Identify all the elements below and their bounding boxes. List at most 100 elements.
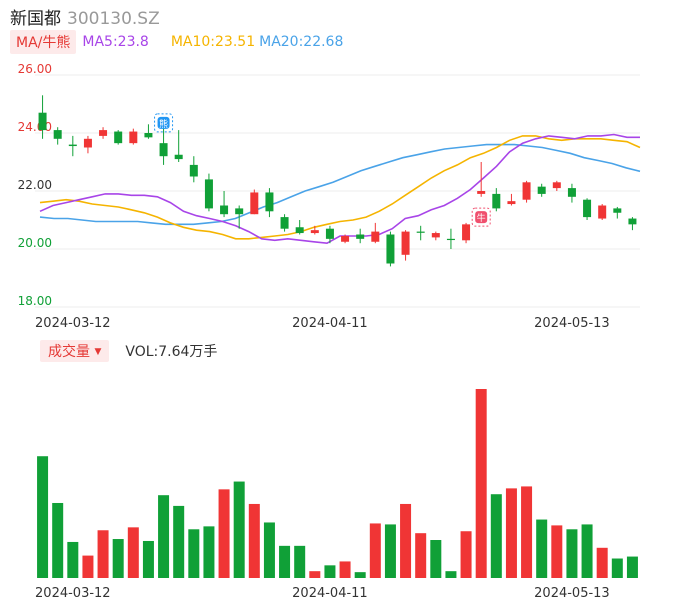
- ma-toggle-button[interactable]: MA/牛熊: [10, 30, 77, 54]
- marker-label: 熊: [159, 118, 168, 130]
- candle-body: [462, 224, 471, 241]
- candle-body: [83, 138, 92, 148]
- moving-average-lines: [39, 133, 641, 245]
- marker-frame: [471, 207, 491, 227]
- volume-bar: [400, 503, 412, 578]
- stock-header: 新国都 300130.SZ: [10, 4, 160, 29]
- volume-bar: [142, 540, 154, 578]
- candlesticks: [38, 95, 637, 267]
- volume-bar: [581, 524, 593, 578]
- volume-bar: [188, 529, 200, 578]
- volume-bar: [158, 495, 170, 578]
- volume-bar: [52, 502, 64, 578]
- volume-bar: [490, 494, 502, 578]
- marker-body: [475, 211, 488, 224]
- candle-body: [416, 231, 425, 233]
- stock-name: 新国都: [10, 9, 61, 29]
- candle-body: [613, 208, 622, 213]
- volume-bar: [536, 519, 548, 578]
- volume-indicator-label: 成交量: [48, 344, 90, 360]
- volume-bar: [248, 503, 260, 578]
- candle-body: [280, 217, 289, 229]
- candle-body: [129, 131, 138, 144]
- volume-bar: [445, 571, 457, 578]
- candle-body: [446, 238, 455, 241]
- candle-body: [492, 193, 501, 209]
- volume-bar: [626, 556, 638, 578]
- volume-bar: [218, 489, 230, 578]
- candle-body: [310, 230, 319, 234]
- volume-bar: [384, 524, 396, 578]
- candle-body: [598, 205, 607, 219]
- candle-body: [477, 191, 486, 194]
- volume-bar: [415, 533, 427, 578]
- b-signal-icon[interactable]: 熊: [154, 113, 174, 133]
- volume-bar: [112, 539, 124, 578]
- y-tick-label: 24.00: [18, 120, 52, 134]
- candle-body: [114, 131, 123, 144]
- x-tick-label: 2024-04-11: [292, 316, 368, 331]
- ma10-line: [39, 135, 641, 240]
- candle-body: [356, 234, 365, 239]
- candle-body: [371, 231, 380, 242]
- volume-bar: [369, 523, 381, 578]
- y-tick-label: 22.00: [18, 178, 52, 192]
- volume-bar: [521, 486, 533, 578]
- ma10-legend: MA10:23.51: [170, 34, 256, 50]
- ma-legend: MA/牛熊 MA5:23.8 MA10:23.51 MA20:22.68: [10, 30, 347, 54]
- volume-bar: [233, 481, 245, 578]
- candle-body: [99, 130, 108, 136]
- candle-body: [53, 130, 62, 139]
- ma5-line: [39, 133, 640, 245]
- candle-body: [341, 235, 350, 242]
- volume-bar: [475, 389, 487, 578]
- candle-body: [159, 143, 168, 157]
- volume-bar: [354, 572, 366, 578]
- candle-body: [68, 144, 77, 147]
- candle-body: [295, 227, 304, 234]
- marker-label: 牛: [477, 212, 486, 224]
- x-tick-label: 2024-03-12: [35, 316, 111, 331]
- price-y-axis: 26.00 24.00 22.00 20.00 18.00: [18, 62, 52, 308]
- volume-bar: [596, 547, 608, 578]
- price-x-axis: 2024-03-12 2024-04-11 2024-05-13: [35, 316, 610, 331]
- candle-body: [537, 186, 546, 194]
- candle-body: [250, 192, 259, 215]
- volume-bar: [263, 522, 275, 578]
- volume-bar: [294, 545, 306, 578]
- volume-bar: [566, 529, 578, 578]
- candle-body: [567, 188, 576, 197]
- y-tick-label: 18.00: [18, 294, 52, 308]
- niu-signal-icon[interactable]: 牛: [471, 207, 491, 227]
- volume-bar: [67, 541, 79, 578]
- candle-body: [628, 218, 637, 225]
- volume-bar: [82, 555, 94, 578]
- volume-legend: 成交量 ▼ VOL:7.64万手: [40, 340, 217, 362]
- volume-bar: [97, 530, 109, 578]
- marker-body: [157, 116, 170, 129]
- candle-body: [386, 234, 395, 264]
- price-grid: [35, 74, 640, 308]
- candle-body: [507, 201, 516, 205]
- candle-body: [144, 133, 153, 138]
- candle-body: [38, 112, 47, 131]
- volume-bar: [339, 561, 351, 578]
- volume-bar: [551, 525, 563, 578]
- candle-body: [552, 182, 561, 189]
- signal-markers[interactable]: 熊牛: [154, 113, 491, 227]
- volume-bar: [430, 540, 442, 578]
- candle-body: [583, 199, 592, 218]
- candle-body: [235, 208, 244, 215]
- candle-body: [522, 182, 531, 200]
- volume-bar: [127, 527, 139, 578]
- ma5-legend: MA5:23.8: [82, 34, 149, 50]
- volume-bar: [37, 456, 49, 578]
- volume-bar: [173, 505, 185, 578]
- volume-x-axis: 2024-03-12 2024-04-11 2024-05-13: [35, 586, 610, 601]
- volume-x-tick-label: 2024-03-12: [35, 586, 111, 601]
- chevron-down-icon: ▼: [94, 347, 102, 357]
- volume-value: VOL:7.64万手: [125, 344, 218, 360]
- volume-bar: [309, 571, 321, 578]
- volume-indicator-select[interactable]: 成交量 ▼: [40, 340, 110, 362]
